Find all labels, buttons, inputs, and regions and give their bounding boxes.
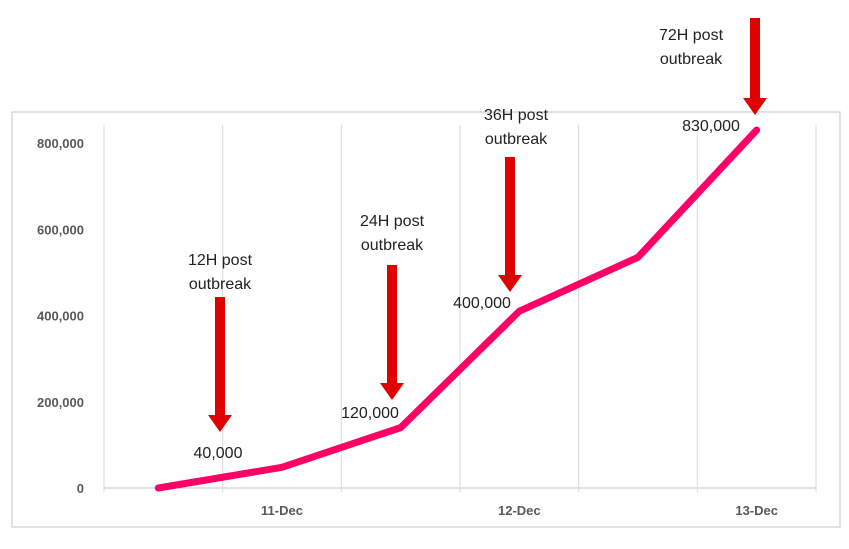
arrow-shaft (215, 297, 225, 416)
annotation-label: 12H post (188, 252, 253, 269)
y-tick-label: 0 (77, 481, 84, 496)
annotation: 72H post outbreak 830,000 (659, 18, 767, 135)
annotation-label: 24H post (360, 213, 425, 230)
annotation: 36H post outbreak 400,000 (453, 107, 548, 312)
annotation-label: outbreak (485, 131, 548, 148)
arrow-down-icon (498, 275, 522, 292)
annotation-label: outbreak (361, 237, 424, 254)
data-point (756, 129, 758, 131)
x-tick-label: 13-Dec (735, 503, 778, 518)
data-point (637, 256, 639, 258)
data-label: 40,000 (194, 445, 243, 462)
data-label: 120,000 (341, 405, 399, 422)
x-tick-label: 11-Dec (261, 503, 303, 518)
arrow-down-icon (743, 98, 767, 115)
y-tick-label: 600,000 (37, 222, 84, 237)
arrow-shaft (750, 18, 760, 99)
data-label: 830,000 (682, 118, 740, 135)
data-label: 400,000 (453, 295, 511, 312)
data-point (157, 487, 159, 489)
annotation: 12H post outbreak 40,000 (188, 252, 253, 462)
arrow-down-icon (380, 383, 404, 400)
annotation-label: 36H post (484, 107, 549, 124)
annotation-label: outbreak (660, 51, 723, 68)
data-point (281, 466, 283, 468)
x-tick-label: 12-Dec (498, 503, 541, 518)
y-tick-label: 800,000 (37, 136, 84, 151)
data-point (518, 310, 520, 312)
annotation-label: outbreak (189, 276, 252, 293)
chart-frame (11, 111, 841, 528)
annotation: 24H post outbreak 120,000 (341, 213, 424, 422)
series-line (154, 126, 761, 492)
arrow-shaft (505, 157, 515, 276)
annotation-label: 72H post (659, 27, 724, 44)
arrow-shaft (387, 265, 397, 384)
arrow-down-icon (208, 415, 232, 432)
y-tick-label: 400,000 (37, 309, 84, 324)
y-tick-label: 200,000 (37, 395, 84, 410)
data-point (400, 427, 402, 429)
